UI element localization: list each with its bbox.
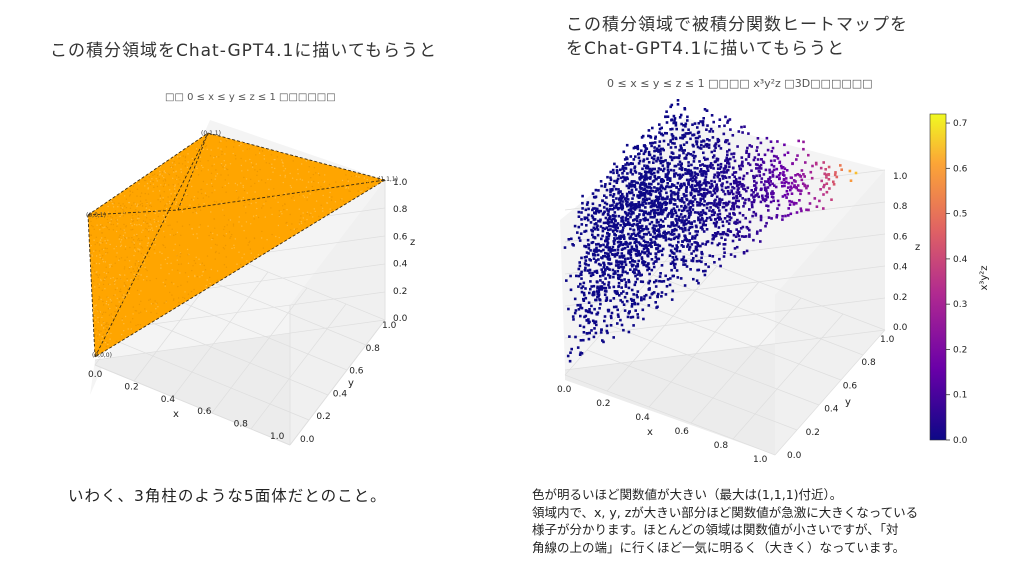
right-x-tick: 0.0 bbox=[557, 385, 572, 395]
right-z-tick: 0.0 bbox=[893, 323, 908, 333]
right-x-tick: 0.4 bbox=[635, 413, 650, 423]
colorbar-tick: 0.4 bbox=[953, 255, 968, 265]
right-z-tick: 0.6 bbox=[893, 232, 908, 242]
left-xlabel: x bbox=[173, 409, 179, 420]
description-line-4: 角線の上の端」に行くほど一気に明るく（大きく）なっています。 bbox=[532, 539, 906, 555]
vertex-label-011: (0,1,1) bbox=[201, 130, 221, 137]
left-vertex-labels: (0,0,0) (0,0,1) (0,1,1) (1,1,1) bbox=[86, 130, 398, 359]
right-y-tick: 0.0 bbox=[787, 451, 802, 461]
right-xlabel: x bbox=[647, 427, 653, 438]
left-z-tick: 0.2 bbox=[393, 287, 407, 297]
left-zlabel: z bbox=[410, 237, 415, 248]
right-x-tick: 1.0 bbox=[753, 455, 768, 465]
vertex-label-000: (0,0,0) bbox=[92, 352, 112, 359]
colorbar-gradient bbox=[929, 113, 947, 441]
right-z-tick: 0.4 bbox=[893, 263, 908, 273]
right-z-tick: 1.0 bbox=[893, 172, 908, 182]
right-y-tick: 0.2 bbox=[806, 428, 820, 438]
region-edge bbox=[87, 214, 96, 358]
left-3d-plot: (0,0,0) (0,0,1) (0,1,1) (1,1,1) 0.0 0.2 0.… bbox=[86, 120, 415, 446]
right-ylabel: y bbox=[845, 397, 851, 408]
region-edge bbox=[94, 132, 209, 358]
right-y-tick: 1.0 bbox=[880, 335, 895, 345]
left-x-tick: 0.4 bbox=[161, 395, 176, 405]
integration-region-solid bbox=[87, 132, 386, 358]
left-y-tick: 1.0 bbox=[382, 321, 397, 331]
right-x-tick: 0.6 bbox=[675, 427, 690, 437]
left-heading: この積分領域をChat-GPT4.1に描いてもらうと bbox=[50, 41, 437, 61]
left-y-tick: 0.0 bbox=[300, 435, 315, 445]
colorbar-label: x³y²z bbox=[979, 265, 990, 290]
right-x-tick: 0.2 bbox=[596, 399, 610, 409]
left-z-tick: 0.0 bbox=[393, 314, 408, 324]
vertex-label-001: (0,0,1) bbox=[86, 212, 106, 219]
region-edge bbox=[94, 179, 386, 358]
left-y-tick: 0.2 bbox=[316, 412, 330, 422]
left-z-tick: 0.4 bbox=[393, 260, 408, 270]
right-zlabel: z bbox=[915, 242, 920, 253]
description-line-2: 領域内で、x, y, zが大きい部分ほど関数値が急激に大きくなっている bbox=[532, 504, 919, 520]
left-y-tick: 0.6 bbox=[349, 367, 364, 377]
left-plot-title: □□ 0 ≤ x ≤ y ≤ z ≤ 1 □□□□□□ bbox=[165, 92, 336, 103]
colorbar-tick: 0.6 bbox=[953, 164, 968, 174]
left-z-tick: 0.8 bbox=[393, 205, 408, 215]
left-x-tick: 0.8 bbox=[234, 420, 249, 430]
left-x-tick: 0.6 bbox=[197, 407, 212, 417]
colorbar: 0.7 0.6 0.5 0.4 0.3 0.2 0.1 0.0 x³y²z bbox=[929, 113, 990, 446]
left-x-tick: 0.2 bbox=[124, 382, 138, 392]
right-y-tick: 0.8 bbox=[861, 358, 876, 368]
colorbar-tick: 0.5 bbox=[953, 210, 967, 220]
colorbar-tick: 0.2 bbox=[953, 345, 967, 355]
region-edge bbox=[177, 132, 209, 211]
right-z-tick: 0.2 bbox=[893, 293, 907, 303]
description-line-3: 様子が分かります。ほとんどの領域は関数値が小さいですが、「対 bbox=[532, 522, 899, 537]
right-x-tick: 0.8 bbox=[714, 441, 729, 451]
right-z-tick: 0.8 bbox=[893, 202, 908, 212]
colorbar-tick: 0.7 bbox=[953, 119, 967, 129]
right-tick-labels: 0.0 0.2 0.4 0.6 0.8 1.0 0.0 0.2 0.4 0.6 0.8 1.0 0.0 0… bbox=[557, 172, 908, 465]
description-line-1: 色が明るいほど関数値が大きい（最大は(1,1,1)付近）。 bbox=[532, 487, 843, 502]
left-y-tick: 0.8 bbox=[366, 344, 381, 354]
right-y-tick: 0.6 bbox=[843, 381, 858, 391]
left-z-tick: 0.6 bbox=[393, 232, 408, 242]
integration-region-samples bbox=[88, 138, 382, 355]
region-face bbox=[88, 133, 385, 357]
region-edge bbox=[207, 132, 386, 181]
right-plot-title: 0 ≤ x ≤ y ≤ z ≤ 1 □□□□ x³y²z □3D□□□□□□ bbox=[607, 77, 873, 90]
right-heading-line2: をChat-GPT4.1に描いてもらうと bbox=[566, 39, 845, 59]
right-3d-plot: 0.0 0.2 0.4 0.6 0.8 1.0 0.0 0.2 0.4 0.6 0.8 1.0 0.0 0… bbox=[557, 99, 920, 465]
colorbar-tick: 0.3 bbox=[953, 300, 967, 310]
heatmap-scatter-points bbox=[563, 99, 858, 363]
colorbar-tick: 0.0 bbox=[953, 436, 968, 446]
left-x-tick: 0.0 bbox=[88, 370, 103, 380]
region-edge bbox=[87, 132, 209, 216]
left-tick-labels: 0.00.20.40.60.81.0 0.00.20.40.60.81.00.00… bbox=[88, 178, 408, 445]
vertex-label-111: (1,1,1) bbox=[378, 176, 398, 183]
left-ylabel: y bbox=[348, 378, 354, 389]
colorbar-tick: 0.1 bbox=[953, 391, 967, 401]
right-description: 色が明るいほど関数値が大きい（最大は(1,1,1)付近）。 領域内で、x, y,… bbox=[532, 486, 1012, 556]
left-x-tick: 1.0 bbox=[270, 432, 285, 442]
left-caption: いわく、3角柱のような5面体だとのこと。 bbox=[68, 487, 387, 505]
colorbar-ticks: 0.7 0.6 0.5 0.4 0.3 0.2 0.1 0.0 bbox=[946, 119, 968, 446]
right-heading-line1: この積分領域で被積分関数ヒートマップを bbox=[566, 15, 908, 35]
left-y-tick: 0.4 bbox=[333, 389, 348, 399]
left-z-tick: 1.0 bbox=[393, 178, 408, 188]
region-edge bbox=[87, 209, 179, 216]
right-y-tick: 0.4 bbox=[824, 405, 839, 415]
